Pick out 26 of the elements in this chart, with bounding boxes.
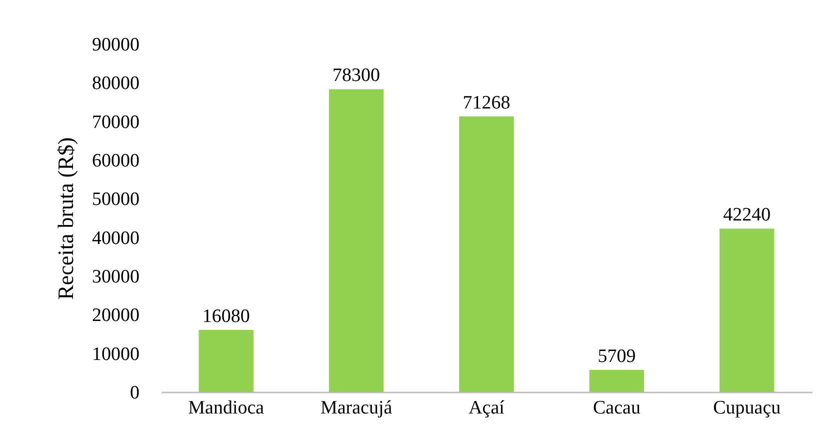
y-tick-label: 70000 (92, 112, 140, 133)
x-tick-label: Cupuaçu (713, 398, 782, 418)
bar (198, 330, 254, 392)
bar (720, 228, 774, 392)
y-tick-label: 30000 (92, 266, 140, 288)
y-tick-label: 40000 (92, 228, 140, 249)
bar (328, 89, 384, 392)
data-label: 78300 (332, 65, 380, 86)
y-tick-label: 0 (130, 382, 140, 404)
y-tick-label: 50000 (92, 189, 140, 210)
y-tick-label: 90000 (92, 34, 140, 56)
y-tick-label: 10000 (92, 344, 140, 365)
x-tick-label: Cacau (592, 398, 641, 418)
x-tick-label: Maracujá (320, 398, 393, 418)
x-tick-label: Açaí (468, 398, 506, 418)
data-label: 5709 (598, 346, 636, 367)
y-tick-label: 60000 (92, 150, 140, 172)
data-label: 71268 (462, 92, 510, 114)
bar (459, 116, 514, 392)
data-label: 42240 (723, 204, 771, 226)
bar (589, 370, 644, 392)
x-tick-label: Mandioca (188, 398, 265, 418)
y-tick-label: 20000 (92, 305, 140, 326)
y-tick-label: 80000 (92, 73, 140, 94)
data-label: 16080 (202, 306, 250, 327)
y-axis-title: Receita bruta (R$) (53, 137, 78, 300)
